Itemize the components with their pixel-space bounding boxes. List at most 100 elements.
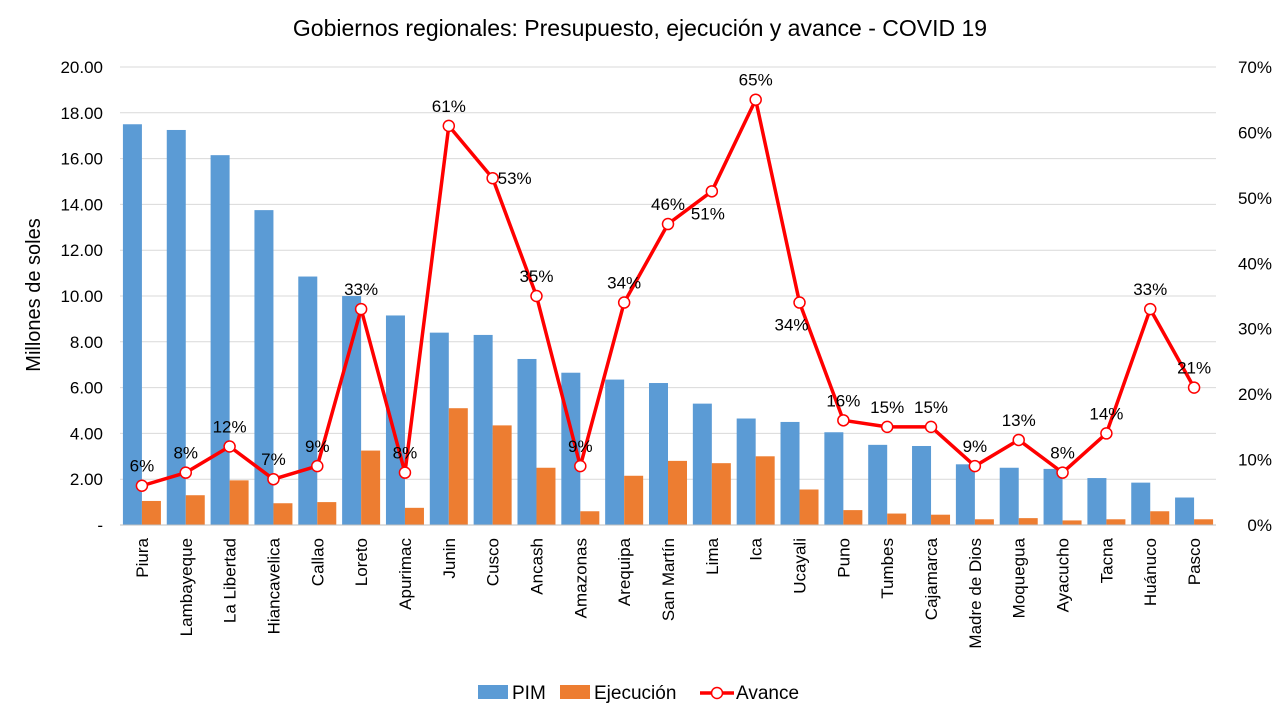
bar-pim <box>868 444 888 525</box>
avance-data-label: 7% <box>261 450 286 469</box>
bar-pim <box>736 418 756 525</box>
bar-pim <box>999 467 1019 525</box>
bar-ejecucion <box>624 475 644 525</box>
avance-point <box>135 479 149 492</box>
legend-label-avance: Avance <box>736 683 799 704</box>
avance-point <box>924 420 938 434</box>
x-tick-label: Apurimac <box>396 538 415 610</box>
legend-swatch-ejecucion <box>560 685 590 699</box>
avance-data-label: 65% <box>739 71 773 90</box>
bar-ejecucion <box>1106 519 1126 525</box>
bar-pim <box>1043 468 1063 525</box>
y-tick-label: 14.00 <box>60 195 103 214</box>
y2-tick-label: 10% <box>1238 451 1272 470</box>
avance-point <box>486 171 499 185</box>
avance-point <box>267 472 280 486</box>
bars <box>122 124 1214 526</box>
bar-pim <box>473 334 493 525</box>
avance-data-label: 51% <box>691 204 725 223</box>
y-tick-label: - <box>97 516 103 535</box>
avance-data-label: 13% <box>1002 411 1036 430</box>
avance-point <box>1187 381 1201 394</box>
bar-ejecucion <box>1150 511 1170 525</box>
avance-point <box>179 466 193 479</box>
avance-point <box>1056 466 1069 479</box>
avance-data-label: 8% <box>393 444 418 463</box>
avance-data-label: 21% <box>1177 359 1211 378</box>
x-tick-label: Piura <box>133 537 152 577</box>
legend-label-pim: PIM <box>512 683 546 704</box>
avance-data-label: 9% <box>568 437 593 456</box>
avance-data-label: 53% <box>498 169 532 188</box>
bar-pim <box>824 432 844 525</box>
bar-pim <box>1131 482 1151 525</box>
bar-ejecucion <box>1018 518 1038 525</box>
legend-marker-avance <box>710 686 724 700</box>
bar-pim <box>254 210 274 525</box>
x-tick-label: Tumbes <box>878 538 897 599</box>
y-tick-label: 2.00 <box>70 470 103 489</box>
bar-ejecucion <box>1194 519 1214 525</box>
avance-point <box>793 296 806 309</box>
y2-tick-label: 50% <box>1238 189 1272 208</box>
avance-point <box>442 119 456 133</box>
avance-data-label: 8% <box>1050 444 1075 463</box>
avance-point <box>968 459 982 473</box>
avance-data-label: 15% <box>914 398 948 417</box>
y-axis-label: Millones de soles <box>23 218 45 371</box>
x-tick-label: Amazonas <box>571 538 590 618</box>
avance-point <box>661 217 675 231</box>
bar-ejecucion <box>448 408 468 525</box>
bar-pim <box>517 358 537 525</box>
x-tick-label: Cajamarca <box>922 537 941 620</box>
x-tick-label: La Libertad <box>221 538 240 623</box>
bar-pim <box>385 315 405 525</box>
bar-ejecucion <box>185 495 205 525</box>
avance-data-label: 12% <box>213 417 247 436</box>
bar-ejecucion <box>931 514 951 525</box>
bar-ejecucion <box>317 502 337 525</box>
avance-point <box>311 459 324 473</box>
avance-point <box>398 466 412 479</box>
bar-ejecucion <box>668 460 687 525</box>
x-tick-label: Arequipa <box>615 537 634 606</box>
avance-point <box>837 414 850 427</box>
bar-ejecucion <box>141 500 161 525</box>
y-tick-label: 20.00 <box>60 58 103 77</box>
x-tick-label: Lima <box>703 537 722 574</box>
bar-pim <box>122 124 142 525</box>
bar-pim <box>692 403 712 525</box>
y-tick-label: 12.00 <box>60 241 103 260</box>
bar-pim <box>605 379 625 525</box>
y-tick-label: 8.00 <box>70 333 103 352</box>
avance-data-label: 33% <box>344 280 378 299</box>
x-tick-label: Lambayeque <box>177 538 196 636</box>
x-tick-label: Loreto <box>352 538 371 586</box>
bar-ejecucion <box>492 425 512 525</box>
bar-ejecucion <box>361 450 381 525</box>
x-tick-label: Ica <box>747 537 766 560</box>
bar-pim <box>342 296 362 525</box>
x-tick-label: San Martín <box>659 538 678 621</box>
avance-point <box>223 440 236 453</box>
legend-label-ejecucion: Ejecución <box>594 683 676 704</box>
y-tick-label: 18.00 <box>60 104 103 123</box>
avance-data-label: 33% <box>1133 280 1167 299</box>
x-tick-label: Ucayali <box>791 538 810 594</box>
legend: PIM Ejecución Avance <box>478 683 799 704</box>
y2-tick-label: 30% <box>1238 320 1272 339</box>
legend-swatch-pim <box>478 685 508 699</box>
avance-data-label: 61% <box>432 97 466 116</box>
x-tick-label: Pasco <box>1185 538 1204 585</box>
y2-tick-label: 40% <box>1238 254 1272 273</box>
x-tick-label: Cusco <box>484 538 503 586</box>
bar-pim <box>780 421 800 525</box>
bar-pim <box>429 332 449 525</box>
bar-ejecucion <box>755 456 775 525</box>
bar-ejecucion <box>404 507 424 525</box>
y-tick-label: 10.00 <box>60 287 103 306</box>
bar-ejecucion <box>799 489 819 525</box>
avance-point <box>880 420 894 434</box>
avance-point <box>574 459 587 473</box>
y2-tick-label: 0% <box>1247 516 1272 535</box>
